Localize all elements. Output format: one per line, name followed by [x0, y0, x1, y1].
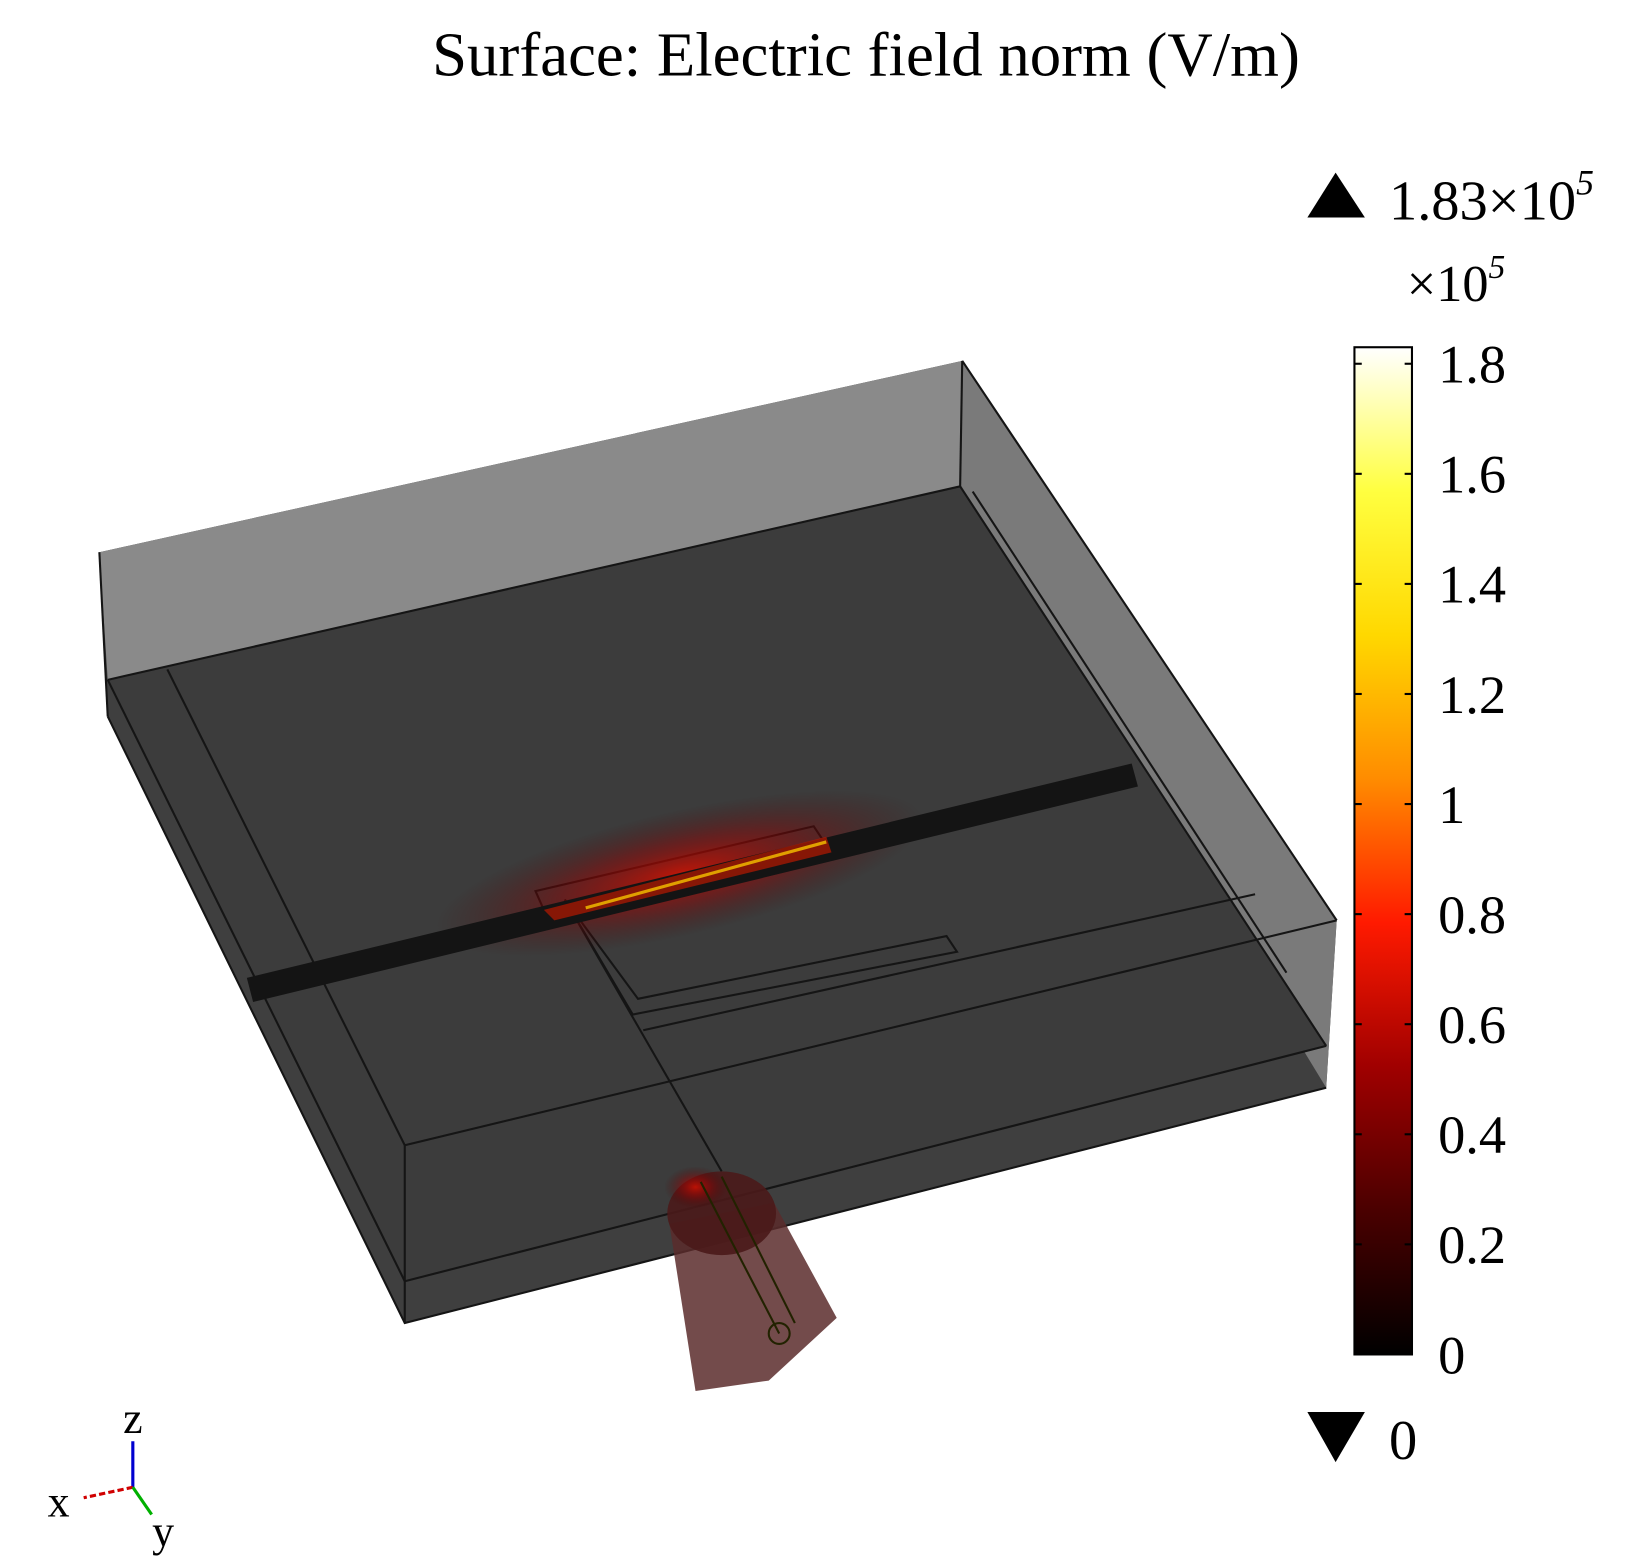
- colorbar-gradient: [1353, 346, 1414, 1356]
- tick-label: 1.6: [1438, 445, 1506, 505]
- max-exponent: 5: [1576, 163, 1594, 203]
- axis-label: z: [123, 1394, 143, 1443]
- min-label: 0: [1389, 1410, 1417, 1472]
- scale-label: ×105: [1407, 249, 1506, 313]
- scale-prefix: ×10: [1407, 255, 1489, 313]
- tick-label: 1.4: [1438, 555, 1506, 615]
- max-label: 1.83×105: [1389, 163, 1594, 233]
- tick-label: 0.4: [1438, 1105, 1506, 1165]
- tick-label: 0.6: [1438, 995, 1506, 1055]
- axes-triad: z x y: [48, 1394, 175, 1556]
- axis-label: y: [152, 1507, 174, 1556]
- scale-exponent: 5: [1489, 249, 1506, 286]
- max-mantissa: 1.83×10: [1389, 171, 1576, 233]
- tick-label: 0.8: [1438, 885, 1506, 945]
- max-triangle: [1307, 172, 1365, 218]
- tick-label: 1.8: [1438, 335, 1506, 395]
- tick-label: 1.2: [1438, 665, 1506, 725]
- tick-label: 0.2: [1438, 1215, 1506, 1275]
- min-triangle: [1307, 1411, 1365, 1463]
- tick-label: 1: [1438, 775, 1465, 835]
- tick-label: 0: [1438, 1325, 1465, 1385]
- chart-title: Surface: Electric field norm (V/m): [432, 19, 1300, 89]
- axis-label: x: [48, 1478, 70, 1527]
- geometry: [98, 360, 1338, 1392]
